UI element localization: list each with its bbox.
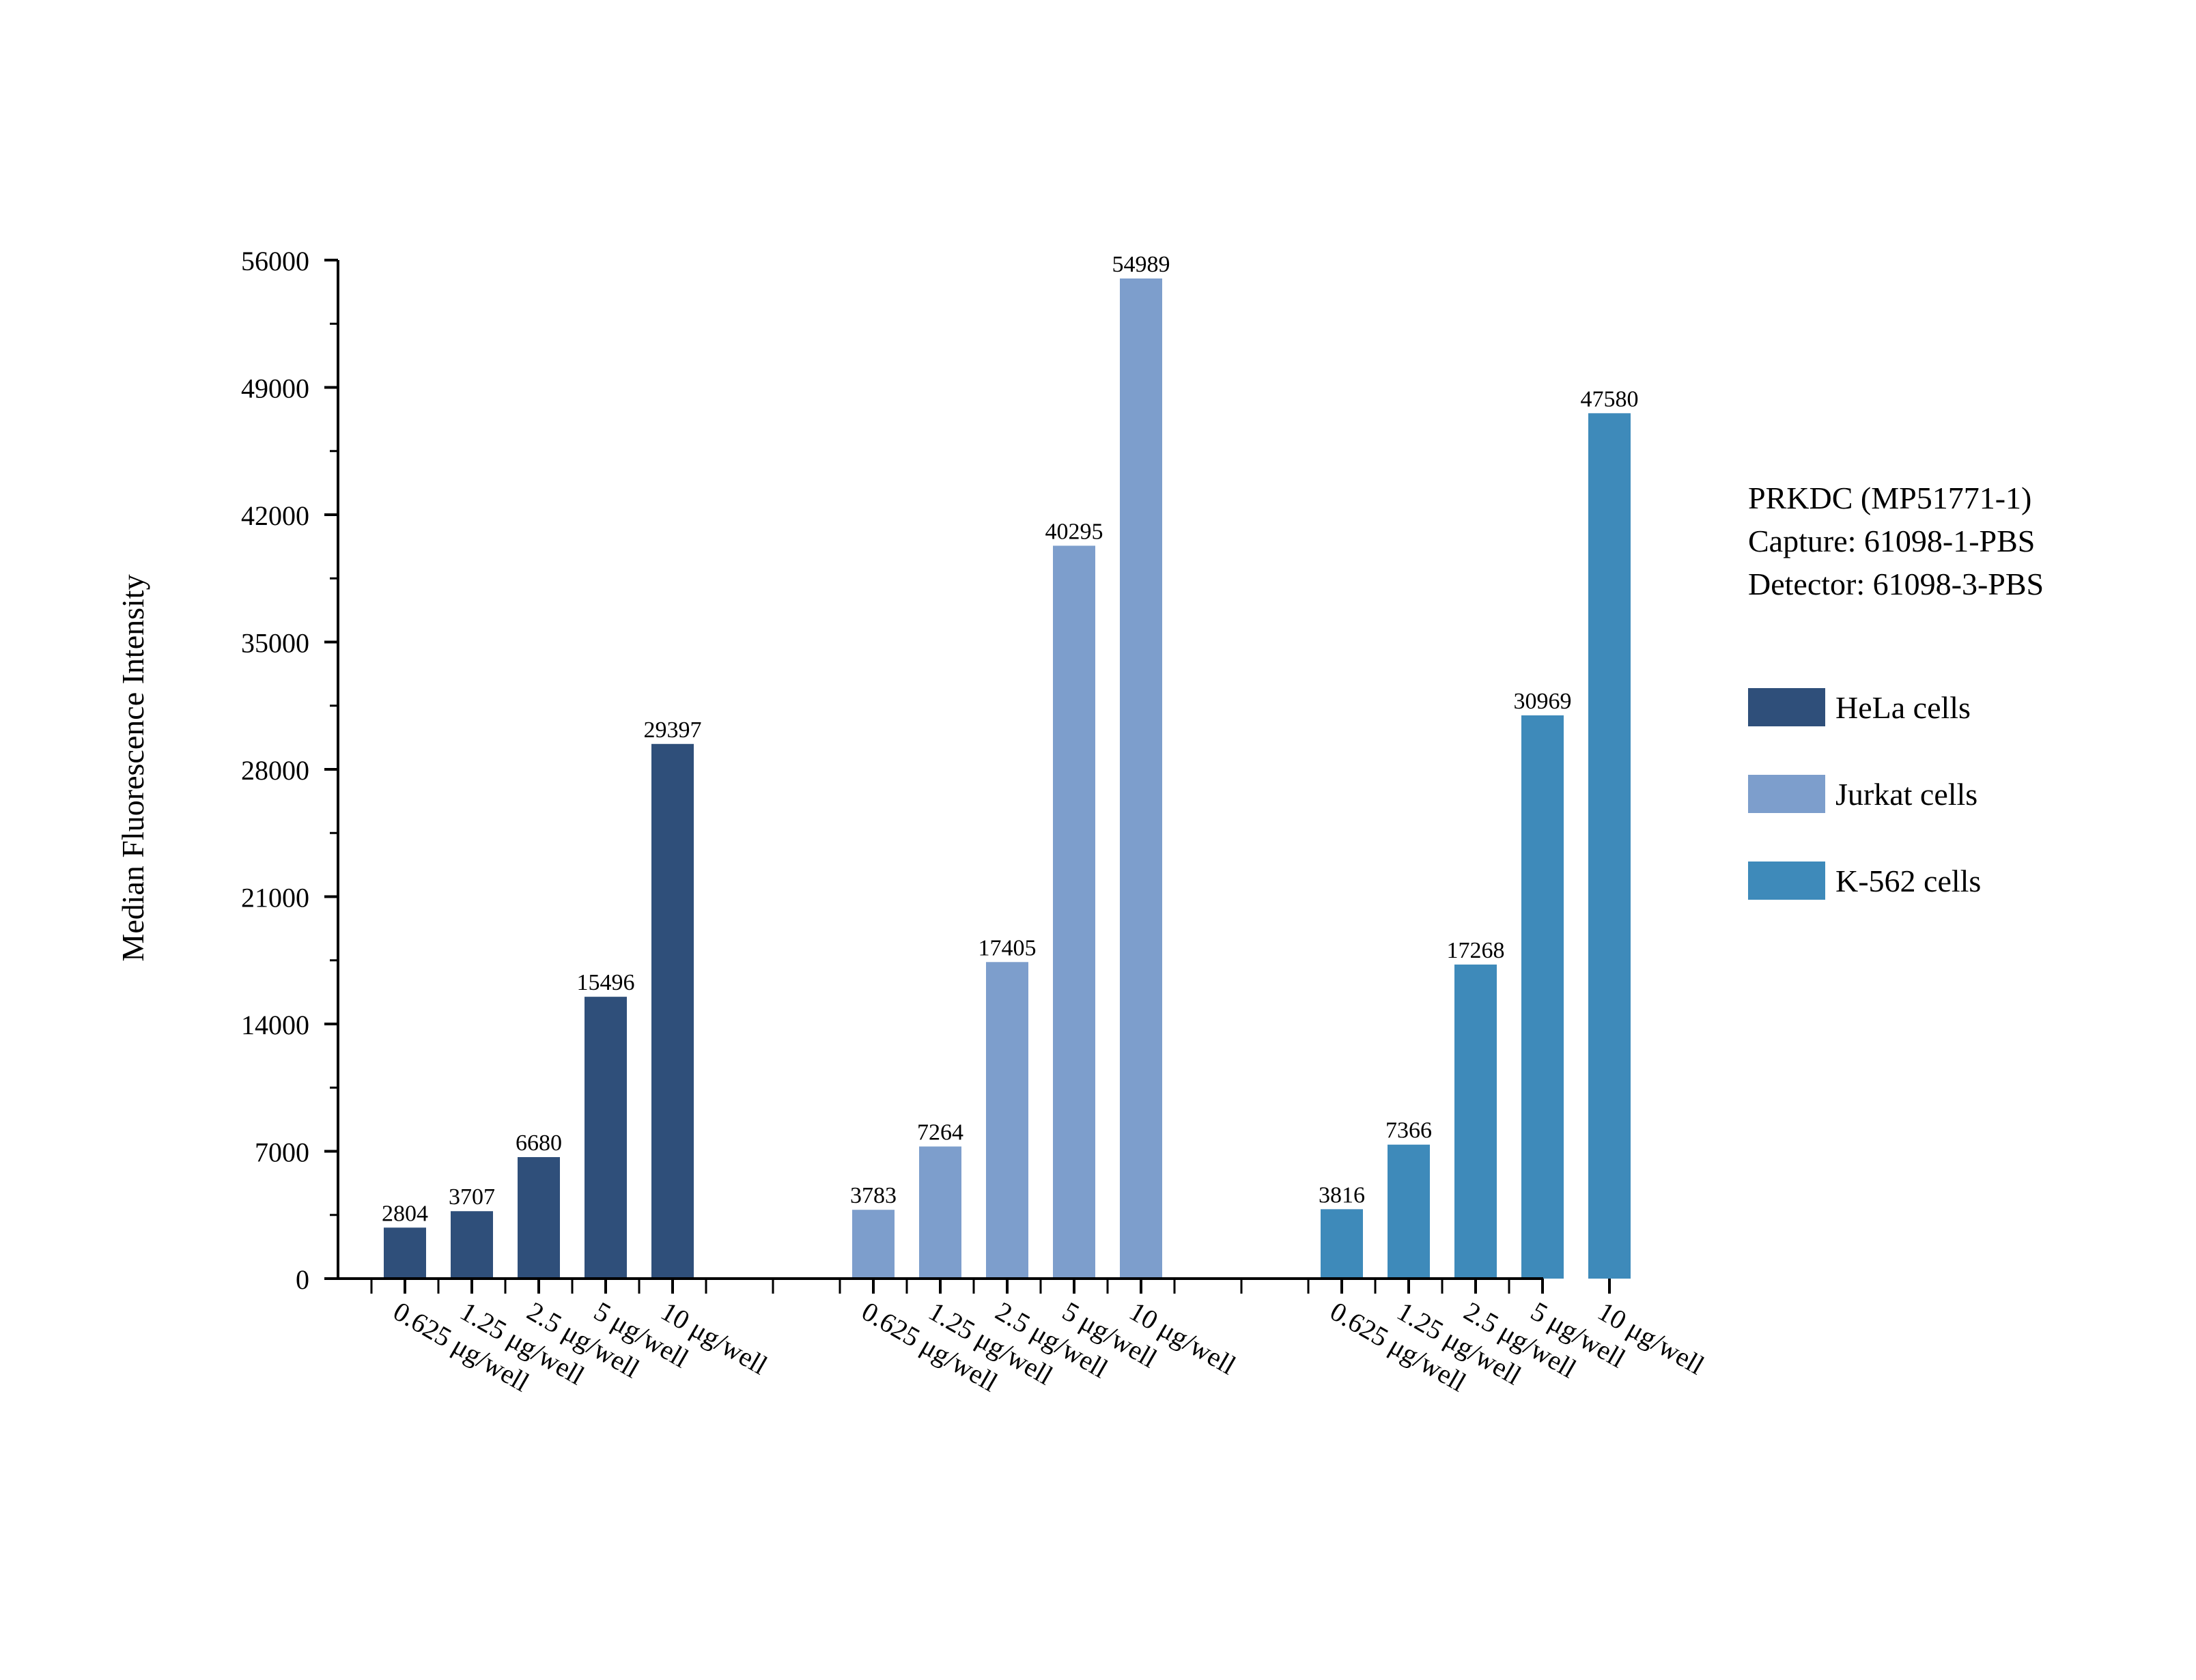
bar: [1454, 964, 1497, 1279]
bar: [1321, 1209, 1363, 1279]
y-axis-label: Median Fluorescence Intensity: [115, 574, 150, 961]
legend-label: Jurkat cells: [1835, 777, 1977, 812]
bar-value-label: 29397: [644, 717, 702, 743]
legend: HeLa cells Jurkat cells K-562 cells: [1748, 688, 1981, 900]
legend-swatch: [1748, 862, 1825, 900]
legend-label: K-562 cells: [1835, 864, 1981, 898]
bar-value-label: 2804: [382, 1201, 428, 1226]
annotation-line-1: PRKDC (MP51771-1): [1748, 481, 2031, 515]
bar: [1588, 413, 1631, 1279]
y-tick-label: 21000: [241, 883, 309, 913]
bar: [1388, 1144, 1430, 1279]
y-tick-label: 49000: [241, 373, 309, 404]
y-tick-label: 7000: [255, 1137, 309, 1168]
bar: [919, 1146, 961, 1279]
annotation-line-2: Capture: 61098-1-PBS: [1748, 524, 2035, 558]
bar: [518, 1157, 560, 1279]
bar: [651, 743, 694, 1279]
bar-value-label: 3783: [850, 1183, 897, 1208]
bar-value-label: 7264: [917, 1120, 963, 1145]
legend-label: HeLa cells: [1835, 690, 1971, 725]
y-tick-label: 0: [296, 1264, 309, 1295]
bar-value-label: 3707: [449, 1184, 495, 1210]
bar-value-label: 17268: [1447, 938, 1505, 963]
bar-value-label: 15496: [577, 970, 635, 995]
bar-value-label: 6680: [516, 1130, 562, 1156]
bar: [1120, 278, 1162, 1279]
bar-value-label: 3816: [1319, 1182, 1365, 1208]
bars-layer: [384, 278, 1631, 1279]
bar-value-label: 7366: [1385, 1118, 1432, 1143]
bar-value-label: 54989: [1112, 252, 1170, 277]
annotation-line-3: Detector: 61098-3-PBS: [1748, 567, 2044, 601]
bar-value-label: 40295: [1045, 519, 1103, 544]
bar: [451, 1211, 493, 1279]
y-tick-label: 42000: [241, 500, 309, 531]
legend-swatch: [1748, 775, 1825, 813]
y-ticks: 0 7000 14000 21000 28000 35000 42000 49000 56000: [241, 246, 338, 1295]
bar-value-label: 17405: [979, 935, 1037, 960]
bar: [384, 1227, 426, 1279]
bar: [986, 962, 1028, 1279]
bar: [1521, 715, 1564, 1279]
y-tick-label: 56000: [241, 246, 309, 276]
bar-value-label: 30969: [1514, 689, 1572, 714]
y-tick-label: 28000: [241, 755, 309, 786]
bar-value-label: 47580: [1581, 386, 1639, 412]
bar: [585, 997, 627, 1279]
y-tick-label: 35000: [241, 628, 309, 659]
y-tick-label: 14000: [241, 1010, 309, 1040]
bar: [1053, 545, 1095, 1279]
data-labels: 2804 3707 6680 15496 29397 3783 7264 17405 40295…: [382, 252, 1639, 1226]
bar: [852, 1210, 895, 1279]
legend-swatch: [1748, 688, 1825, 726]
chart-annotation: PRKDC (MP51771-1) Capture: 61098-1-PBS D…: [1748, 481, 2044, 601]
